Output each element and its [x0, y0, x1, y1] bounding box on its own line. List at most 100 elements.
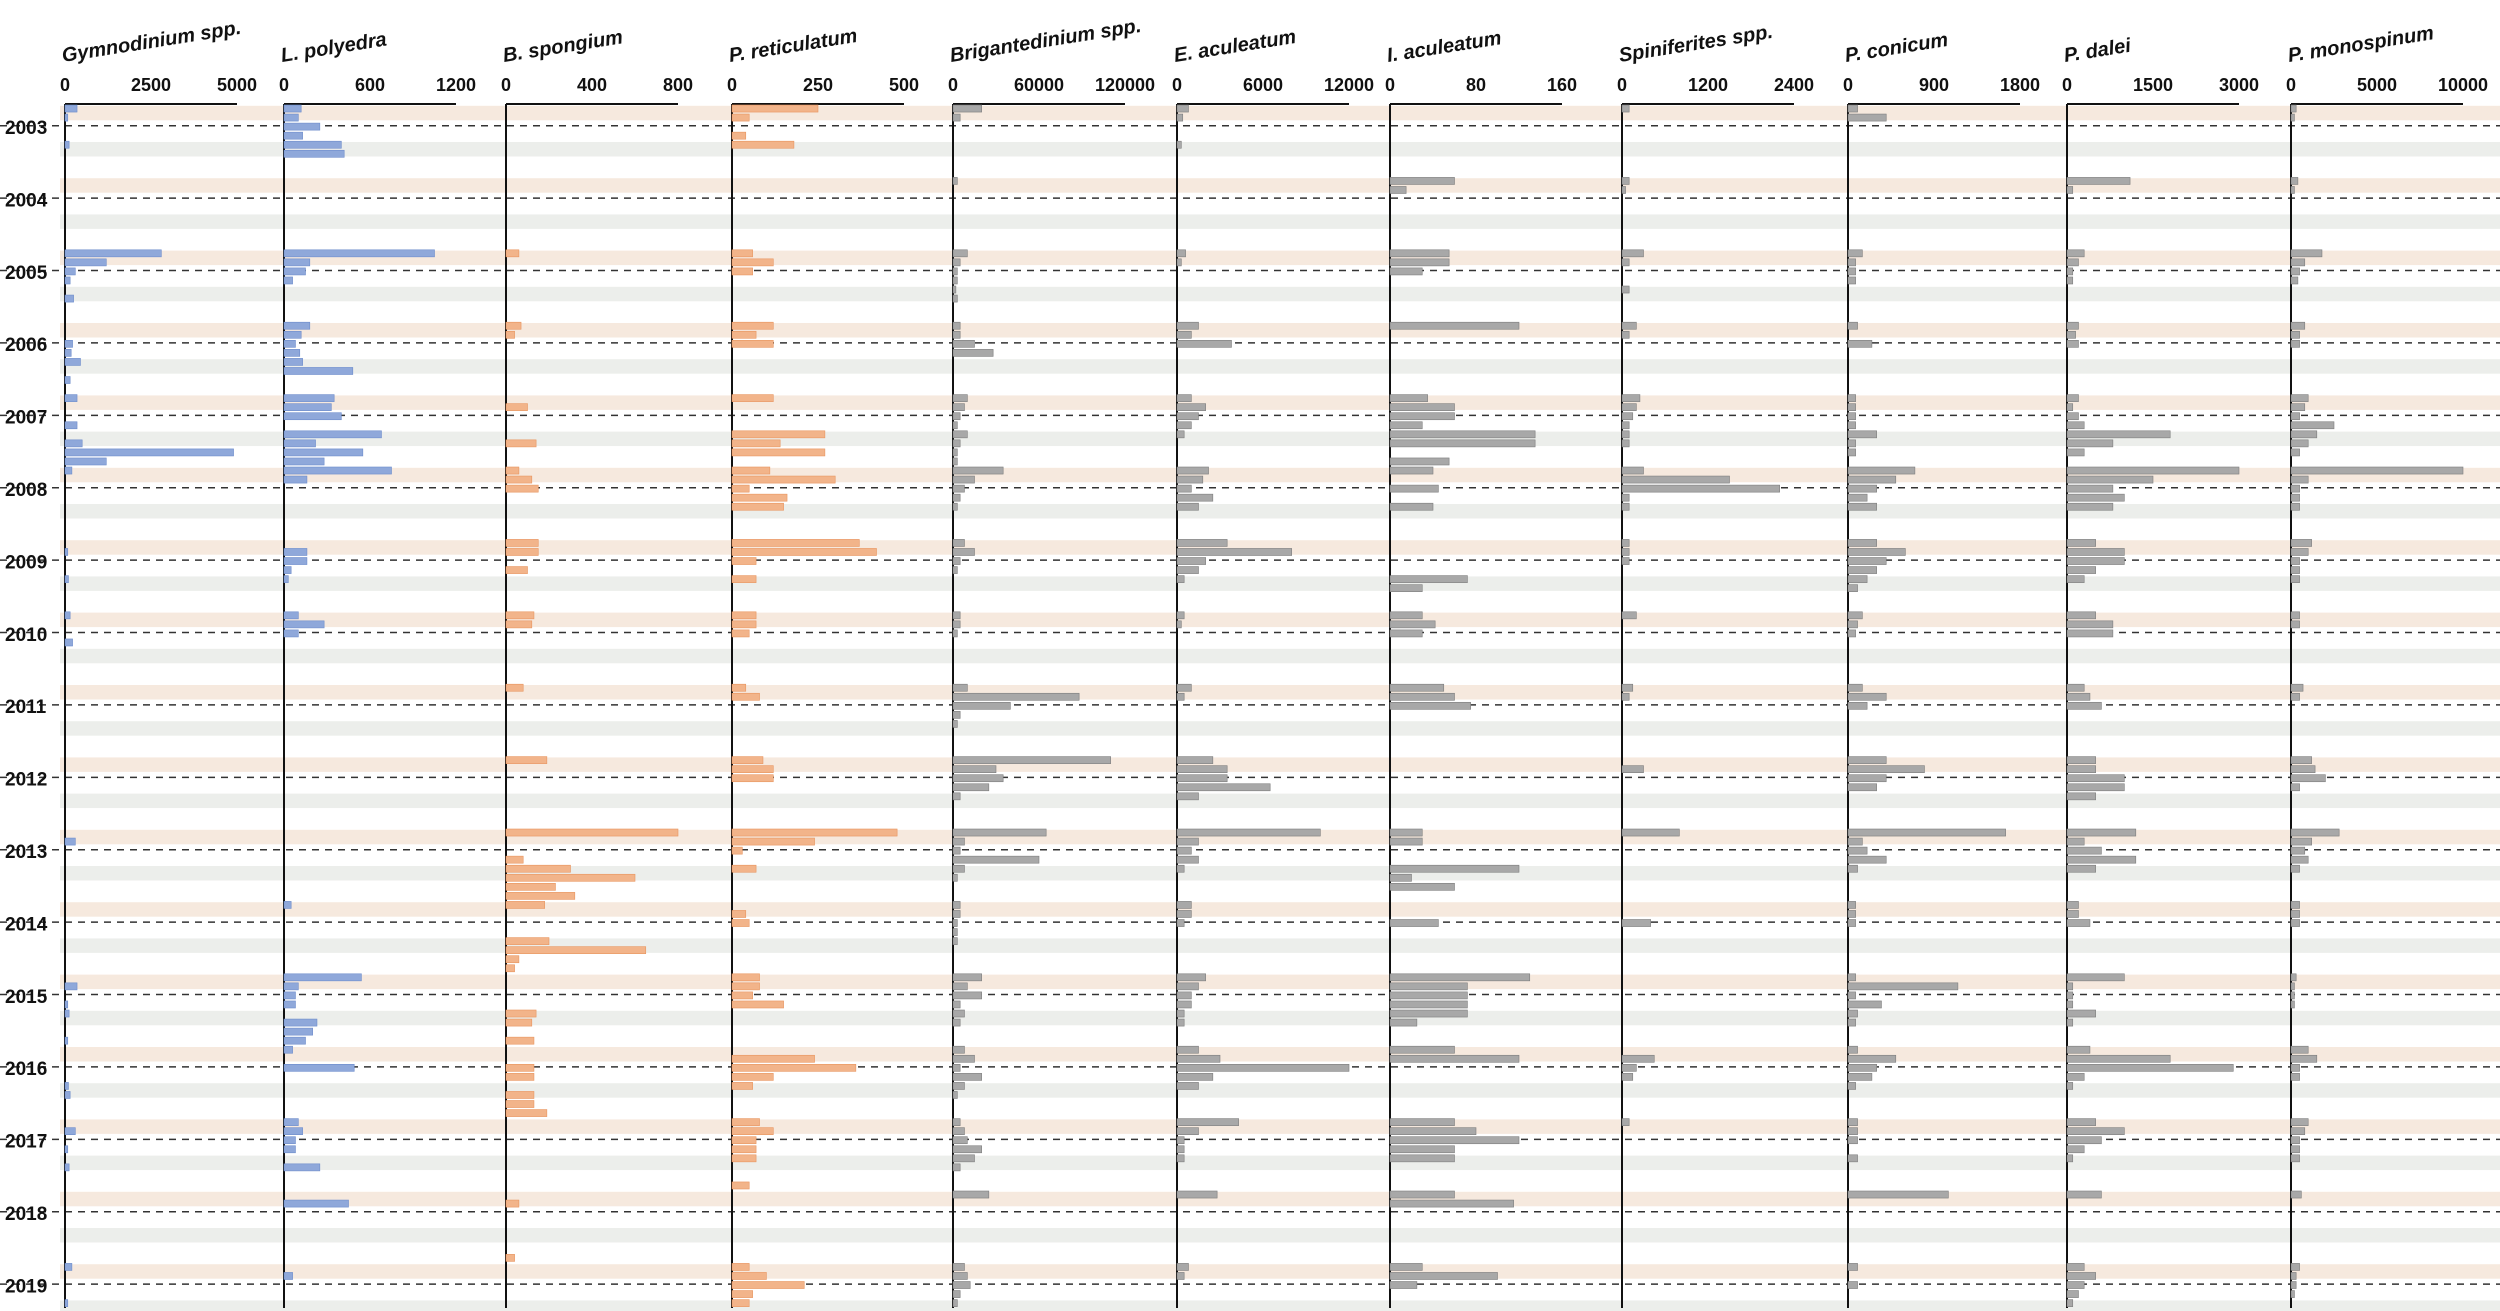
bar: [1621, 828, 1680, 837]
bar: [2066, 276, 2074, 285]
bar: [952, 720, 958, 728]
bar: [1176, 792, 1199, 801]
bar: [952, 1091, 958, 1099]
bar: [952, 403, 965, 411]
bar: [64, 376, 71, 384]
bar: [1176, 683, 1192, 692]
bar: [2290, 539, 2312, 547]
bar: [952, 1009, 965, 1018]
bar: [2066, 1145, 2085, 1154]
bar: [2290, 855, 2309, 864]
panel-title: I. aculeatum: [1385, 27, 1503, 67]
tick-label: 0: [2062, 75, 2072, 95]
bar: [2290, 620, 2300, 629]
bar: [505, 1009, 537, 1018]
bar: [952, 937, 958, 945]
bar: [1389, 882, 1455, 891]
bar: [952, 1290, 961, 1298]
bar: [1847, 484, 1877, 493]
bar: [2066, 403, 2074, 411]
bar: [1389, 457, 1450, 466]
bar: [731, 484, 750, 493]
bar: [1176, 466, 1209, 475]
bar: [731, 539, 860, 547]
bar: [1621, 475, 1730, 484]
bar: [1621, 502, 1630, 511]
bar: [1847, 1136, 1858, 1145]
bar: [2066, 1118, 2096, 1126]
bar: [2066, 692, 2091, 701]
panel-8: P. conicum 0 900 1800: [1843, 29, 2040, 1308]
bar: [505, 539, 539, 547]
bar: [505, 756, 548, 764]
bar: [1847, 249, 1863, 258]
bar: [283, 611, 299, 620]
bar: [731, 683, 747, 692]
bar: [2290, 1290, 2295, 1298]
bar: [952, 394, 968, 402]
bar: [2290, 557, 2300, 565]
year-band-2010-b: [60, 648, 2500, 664]
bar: [731, 267, 753, 276]
panel-7: Spiniferites spp. 0 1200 2400: [1617, 21, 1814, 1308]
bar: [283, 566, 292, 574]
bar: [2066, 421, 2085, 430]
bar: [952, 548, 975, 556]
bar: [1389, 1281, 1418, 1289]
bar: [1176, 557, 1206, 565]
bar: [1176, 249, 1186, 258]
bar: [731, 991, 753, 1000]
bar: [1621, 330, 1630, 339]
year-band-2015-a: [60, 974, 2500, 990]
bar: [1176, 837, 1199, 846]
bar: [505, 828, 679, 837]
bar: [952, 349, 994, 357]
bar: [952, 339, 975, 348]
bar: [1847, 846, 1868, 855]
year-band-2005-a: [60, 250, 2500, 266]
bar: [1621, 186, 1626, 194]
year-band-2019-b: [60, 1300, 2500, 1311]
year-band-2012-a: [60, 757, 2500, 772]
bar: [2066, 1127, 2125, 1136]
bar: [952, 475, 975, 484]
bar: [2066, 910, 2079, 918]
bar: [1176, 1000, 1192, 1009]
bar: [952, 1190, 990, 1199]
bar: [1176, 973, 1206, 982]
bar: [64, 1127, 76, 1136]
bar: [1847, 403, 1856, 411]
bar: [2066, 484, 2114, 493]
bar: [2290, 258, 2306, 267]
bar: [505, 955, 520, 964]
bar: [505, 1091, 535, 1099]
bar: [1389, 1009, 1468, 1018]
bar: [1389, 1263, 1423, 1271]
bar: [2066, 837, 2085, 846]
bar: [2066, 1299, 2074, 1307]
bar: [1389, 502, 1434, 511]
bar: [731, 1181, 750, 1190]
bar: [2066, 258, 2079, 267]
tick-label: 0: [1617, 75, 1627, 95]
bar: [2066, 493, 2125, 502]
bar: [505, 321, 522, 330]
bar: [283, 258, 311, 267]
bar: [2290, 1073, 2300, 1081]
bar: [952, 557, 961, 565]
bar: [1847, 104, 1858, 113]
bar: [1621, 104, 1630, 113]
bar: [283, 629, 299, 638]
bar: [1847, 1082, 1856, 1090]
bar: [1847, 683, 1863, 692]
bar: [1389, 430, 1536, 439]
year-band-2010-a: [60, 612, 2500, 628]
year-band-2012-b: [60, 793, 2500, 809]
bar: [505, 620, 533, 629]
year-band-2003-b: [60, 142, 2500, 157]
tick-label: 0: [2286, 75, 2296, 95]
bar: [952, 294, 958, 303]
bar: [1621, 683, 1634, 692]
bar: [952, 973, 982, 982]
bar: [1621, 692, 1630, 701]
